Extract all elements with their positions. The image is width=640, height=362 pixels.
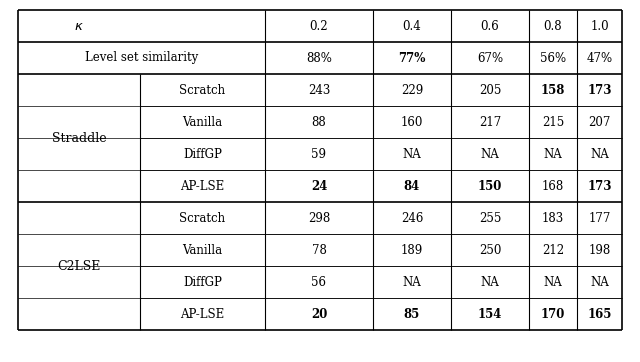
Text: 298: 298	[308, 211, 330, 224]
Text: 207: 207	[588, 115, 611, 129]
Text: 150: 150	[478, 180, 502, 193]
Text: Vanilla: Vanilla	[182, 115, 223, 129]
Text: 0.2: 0.2	[310, 20, 328, 33]
Text: 229: 229	[401, 84, 423, 97]
Text: 160: 160	[401, 115, 423, 129]
Text: 215: 215	[542, 115, 564, 129]
Text: 88: 88	[312, 115, 326, 129]
Text: 243: 243	[308, 84, 330, 97]
Text: 154: 154	[478, 307, 502, 320]
Text: 0.4: 0.4	[403, 20, 421, 33]
Text: Vanilla: Vanilla	[182, 244, 223, 257]
Text: $\kappa$: $\kappa$	[74, 20, 84, 33]
Text: NA: NA	[481, 147, 499, 160]
Text: 212: 212	[542, 244, 564, 257]
Text: 177: 177	[588, 211, 611, 224]
Text: 183: 183	[542, 211, 564, 224]
Text: 250: 250	[479, 244, 501, 257]
Text: NA: NA	[590, 275, 609, 289]
Text: 198: 198	[588, 244, 611, 257]
Text: AP-LSE: AP-LSE	[180, 307, 225, 320]
Text: 20: 20	[311, 307, 327, 320]
Text: 1.0: 1.0	[590, 20, 609, 33]
Text: 255: 255	[479, 211, 501, 224]
Text: 168: 168	[542, 180, 564, 193]
Text: 56: 56	[312, 275, 326, 289]
Text: 77%: 77%	[398, 51, 426, 64]
Text: 217: 217	[479, 115, 501, 129]
Text: NA: NA	[543, 275, 563, 289]
Text: Scratch: Scratch	[179, 211, 225, 224]
Text: 56%: 56%	[540, 51, 566, 64]
Text: 170: 170	[541, 307, 565, 320]
Text: NA: NA	[543, 147, 563, 160]
Text: Scratch: Scratch	[179, 84, 225, 97]
Text: 59: 59	[312, 147, 326, 160]
Text: Level set similarity: Level set similarity	[85, 51, 198, 64]
Text: 246: 246	[401, 211, 423, 224]
Text: 67%: 67%	[477, 51, 503, 64]
Text: 24: 24	[311, 180, 327, 193]
Text: 78: 78	[312, 244, 326, 257]
Text: AP-LSE: AP-LSE	[180, 180, 225, 193]
Text: 85: 85	[404, 307, 420, 320]
Text: DiffGP: DiffGP	[183, 147, 222, 160]
Text: NA: NA	[403, 147, 421, 160]
Text: 0.6: 0.6	[481, 20, 499, 33]
Text: NA: NA	[590, 147, 609, 160]
Text: NA: NA	[481, 275, 499, 289]
Text: C2LSE: C2LSE	[58, 260, 100, 273]
Text: NA: NA	[403, 275, 421, 289]
Text: Straddle: Straddle	[52, 131, 106, 144]
Text: 165: 165	[588, 307, 612, 320]
Text: DiffGP: DiffGP	[183, 275, 222, 289]
Text: 47%: 47%	[586, 51, 612, 64]
Text: 173: 173	[588, 84, 612, 97]
Text: 158: 158	[541, 84, 565, 97]
Text: 84: 84	[404, 180, 420, 193]
Text: 0.8: 0.8	[544, 20, 563, 33]
Text: 205: 205	[479, 84, 501, 97]
Text: 88%: 88%	[306, 51, 332, 64]
Text: 189: 189	[401, 244, 423, 257]
Text: 173: 173	[588, 180, 612, 193]
